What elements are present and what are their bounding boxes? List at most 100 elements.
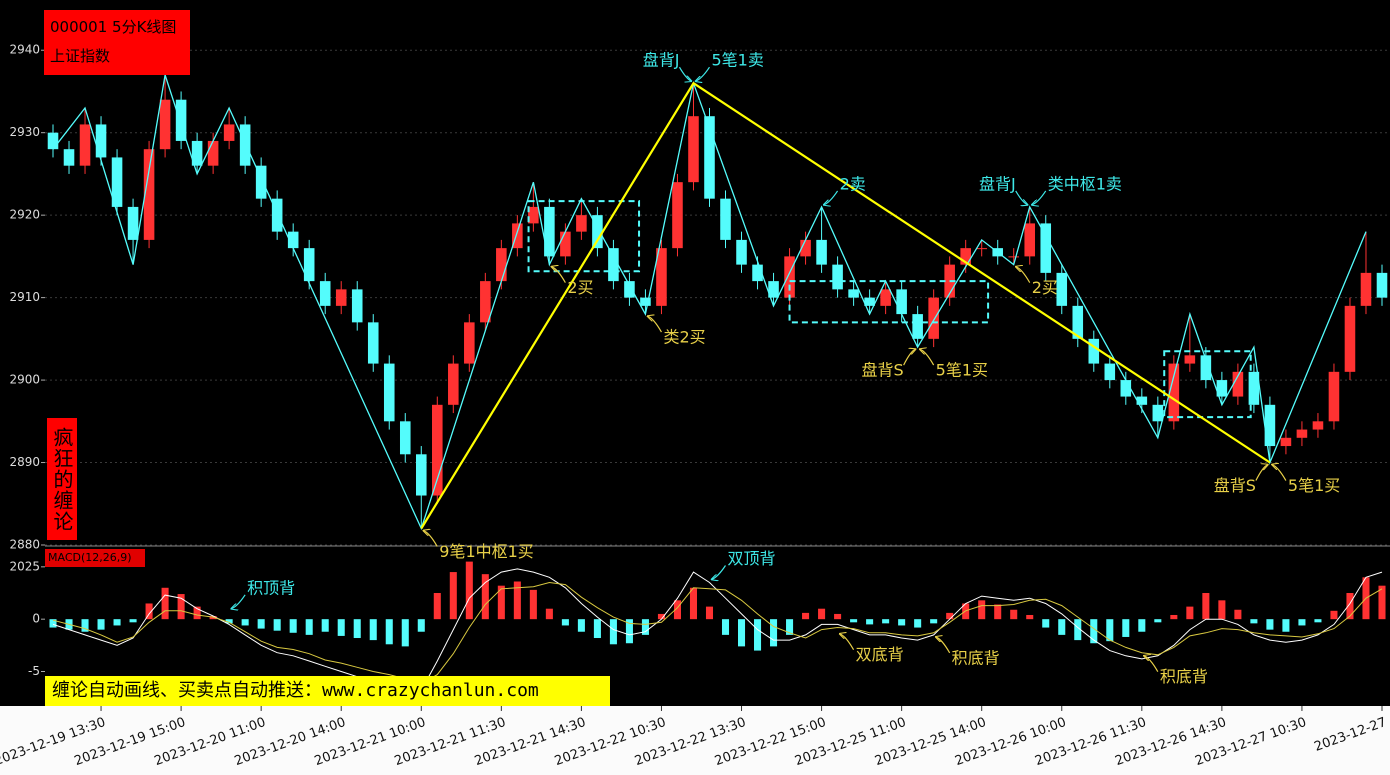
y-tick-label: 2930 [9,125,40,139]
y-tick-label: 2025 [9,559,40,573]
macd-bar [417,619,425,632]
candle-body [464,322,475,364]
candle-body [512,223,523,249]
candle-body [1296,429,1308,438]
annotation: 积底背 [952,648,1000,667]
candle-body [191,140,203,166]
candle-body [287,231,299,249]
annotation-arrow [903,349,916,366]
macd-bar [129,619,137,623]
candle-body [415,454,427,496]
annotation-arrow [824,190,839,205]
macd-bar [545,608,553,620]
candle-body [608,248,619,282]
annotation-arrow [1272,465,1287,481]
macd-bar [914,619,922,628]
macd-bar [1026,614,1034,620]
header-box: 000001 5分K线图 上证指数 [44,10,190,75]
candle-body [1136,396,1148,405]
macd-bar [145,603,153,620]
annotation-arrow [695,66,710,81]
y-tick-label: 2890 [9,455,40,469]
banner: 缠论自动画线、买卖点自动推送：www.crazychanlun.com [45,676,610,706]
candle-body [928,297,939,339]
candle-body [319,281,331,306]
pivot-box [1163,350,1252,419]
macd-bar [273,619,281,631]
candle-body [656,248,667,306]
macd-bar [561,619,569,626]
candle-body [832,264,843,290]
stroke-line [52,74,1367,531]
candle-body [1344,305,1356,372]
candle-body [1376,272,1388,298]
annotation: 积底背 [1160,667,1208,686]
macd-bar [754,619,762,651]
candle-body [736,239,747,265]
macd-line [52,581,1383,685]
annotation-arrow [920,349,935,366]
candle-body [1248,371,1260,405]
candle-body [1280,437,1292,447]
annotation: 5笔1买 [936,361,988,380]
macd-bar [689,587,698,620]
candle-body [1360,272,1372,306]
candle-body [1184,355,1196,364]
y-tick-label: 2900 [9,373,40,387]
candle-body [672,182,683,249]
candle-body [624,281,635,298]
macd-bar [1250,619,1258,624]
candle-body [271,198,283,232]
macd-bar [1010,609,1018,620]
annotation: 2买 [1032,278,1058,297]
candle-body [784,256,795,298]
macd-bar [866,619,874,625]
y-tick-label: 2910 [9,290,40,304]
macd-bar [1218,600,1226,620]
annotation: 积顶背 [247,578,295,597]
axis-band [0,706,1390,775]
candle-body [255,165,267,199]
index-name: 上证指数 [50,47,111,65]
annotation-arrow [647,316,662,333]
annotation-arrow [423,531,438,547]
candle-body [303,248,315,282]
annotation: 盘背S [1214,476,1256,495]
candle-body [448,363,459,405]
macd-bar [978,600,986,620]
macd-bar [49,619,57,628]
candle-body [335,289,347,306]
annotation: 盘背S [861,361,903,380]
macd-bar [1186,606,1194,620]
macd-bar [81,619,89,632]
macd-bar [673,600,681,620]
candle-body [1056,272,1068,306]
annotation: 2买 [567,278,593,297]
annotation: 5笔1买 [1288,476,1340,495]
macd-bar [1346,593,1354,620]
annotation: 5笔1卖 [711,51,763,70]
candle-body [704,116,715,199]
macd-bar [721,619,730,635]
annotation: 双底背 [856,645,904,664]
candle-body [79,124,91,166]
candle-body [1216,380,1228,397]
candle-body [207,140,219,166]
candle-body [111,157,123,207]
annotation: 类中枢1卖 [1048,174,1122,193]
candle-body [1104,363,1116,381]
macd-bar [529,589,537,620]
annotation: 9笔1中枢1买 [439,542,534,561]
macd-bar [1074,619,1082,641]
candle-body [912,314,923,339]
candle-body [432,404,443,496]
macd-bar [1314,619,1322,623]
macd-bar [481,574,489,620]
candle-body [95,124,107,158]
y-tick-label: 2880 [9,538,40,552]
macd-bar [930,619,938,624]
macd-bar [705,606,714,620]
candle-body [752,264,763,282]
annotation: 盘背J [643,51,680,70]
macd-bar [497,585,505,620]
